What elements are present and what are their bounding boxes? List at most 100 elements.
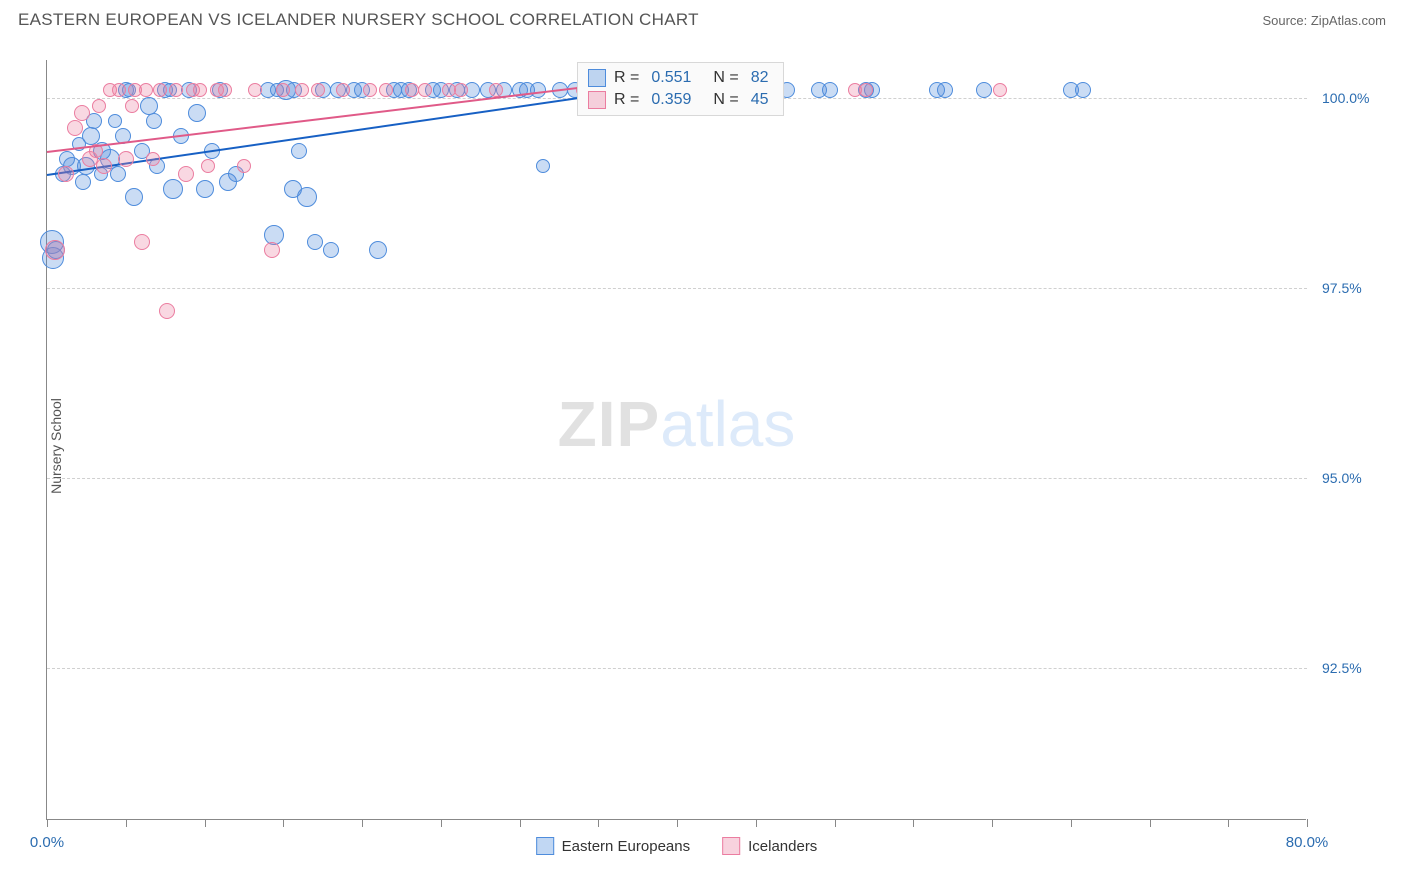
scatter-point [291,143,307,159]
n-value: 45 [751,91,769,109]
scatter-point [276,83,290,97]
scatter-point [92,99,106,113]
chart-title: EASTERN EUROPEAN VS ICELANDER NURSERY SC… [18,10,699,30]
scatter-point [153,83,167,97]
scatter-point [307,234,323,250]
scatter-point [146,113,162,129]
scatter-point [336,83,350,97]
scatter-point [74,105,90,121]
xtick [126,819,127,827]
gridline [47,478,1307,479]
xtick [913,819,914,827]
series-legend-item: Icelanders [722,837,817,855]
scatter-point [536,159,550,173]
scatter-point [369,241,387,259]
xtick-label: 0.0% [30,834,64,851]
r-label: R = [614,69,639,87]
xtick [1307,819,1308,827]
scatter-point [323,242,339,258]
chart-header: EASTERN EUROPEAN VS ICELANDER NURSERY SC… [0,0,1406,40]
r-value: 0.551 [651,69,691,87]
scatter-point [169,83,183,97]
scatter-point [379,83,393,97]
scatter-point [140,97,158,115]
watermark-zip: ZIP [558,388,661,460]
xtick [520,819,521,827]
legend-swatch [722,837,740,855]
xtick [835,819,836,827]
scatter-point [125,99,139,113]
scatter-point [75,174,91,190]
r-label: R = [614,91,639,109]
scatter-point [976,82,992,98]
xtick [47,819,48,827]
scatter-point [146,152,160,166]
scatter-point [363,83,377,97]
stats-legend-row: R = 0.551 N = 82 [588,67,773,89]
scatter-point [139,83,153,97]
xtick [598,819,599,827]
xtick [205,819,206,827]
scatter-point [822,82,838,98]
scatter-point [196,180,214,198]
scatter-point [937,82,953,98]
scatter-point [418,83,432,97]
ytick-label: 92.5% [1322,660,1362,676]
scatter-point [264,242,280,258]
n-label: N = [713,69,738,87]
scatter-point [993,83,1007,97]
scatter-chart: ZIPatlas 92.5%95.0%97.5%100.0%0.0%80.0%R… [46,60,1306,820]
watermark-atlas: atlas [660,388,795,460]
scatter-point [45,240,65,260]
scatter-point [163,179,183,199]
scatter-point [297,187,317,207]
chart-source: Source: ZipAtlas.com [1262,13,1386,28]
series-legend-label: Icelanders [748,838,817,855]
scatter-point [125,188,143,206]
xtick-label: 80.0% [1286,834,1329,851]
scatter-point [188,104,206,122]
scatter-point [96,158,112,174]
xtick [362,819,363,827]
scatter-point [110,166,126,182]
stats-legend-row: R = 0.359 N = 45 [588,89,773,111]
scatter-point [218,83,232,97]
legend-swatch [588,69,606,87]
watermark: ZIPatlas [558,387,796,461]
xtick [1228,819,1229,827]
n-label: N = [713,91,738,109]
legend-swatch [536,837,554,855]
scatter-point [178,166,194,182]
scatter-point [454,83,468,97]
r-value: 0.359 [651,91,691,109]
n-value: 82 [751,69,769,87]
ytick-label: 95.0% [1322,470,1362,486]
xtick [441,819,442,827]
xtick [756,819,757,827]
legend-swatch [588,91,606,109]
scatter-point [1075,82,1091,98]
scatter-point [159,303,175,319]
xtick [1150,819,1151,827]
scatter-point [311,83,325,97]
xtick [992,819,993,827]
gridline [47,288,1307,289]
xtick [283,819,284,827]
series-legend-label: Eastern Europeans [562,838,690,855]
scatter-point [108,114,122,128]
xtick [1071,819,1072,827]
scatter-point [859,83,873,97]
scatter-point [134,234,150,250]
scatter-point [237,159,251,173]
gridline [47,668,1307,669]
xtick [677,819,678,827]
scatter-point [118,151,134,167]
scatter-point [112,83,126,97]
series-legend: Eastern Europeans Icelanders [536,837,818,855]
scatter-point [248,83,262,97]
scatter-point [193,83,207,97]
scatter-point [58,166,74,182]
ytick-label: 97.5% [1322,280,1362,296]
scatter-point [201,159,215,173]
stats-legend: R = 0.551 N = 82 R = 0.359 N = 45 [577,62,784,116]
